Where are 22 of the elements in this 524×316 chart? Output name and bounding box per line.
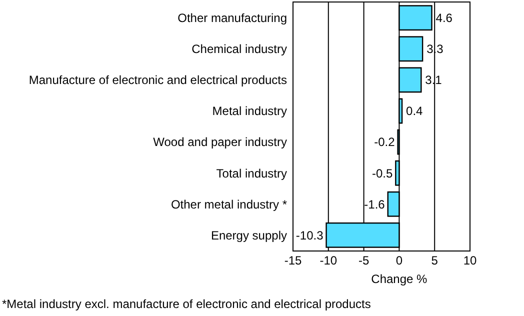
x-tick-label: -5 — [358, 254, 370, 268]
data-label: -0.5 — [372, 166, 393, 180]
y-tick-label: Metal industry — [212, 104, 287, 118]
y-tick-label: Manufacture of electronic and electrical products — [28, 73, 287, 88]
y-tick-label: Chemical industry — [192, 42, 287, 56]
x-tick-label: 10 — [463, 254, 477, 268]
x-axis-title: Change % — [371, 272, 428, 286]
y-tick-label: Wood and paper industry — [153, 135, 287, 150]
x-tick-label: -10 — [320, 254, 338, 268]
data-label: -1.6 — [364, 197, 386, 212]
x-tick-label: 5 — [431, 254, 438, 268]
y-tick-label: Other metal industry * — [170, 197, 288, 212]
y-tick-label: Energy supply — [210, 228, 287, 242]
data-label: -10.3 — [296, 228, 324, 242]
y-tick-label: Total industry — [216, 166, 287, 180]
y-tick-label: Other manufacturing — [178, 11, 287, 26]
text: *Metal industry excl. manufacture of electronic and electrical products — [2, 297, 371, 311]
data-label: -0.2 — [374, 135, 396, 150]
data-label: 4.6 — [436, 11, 453, 26]
x-tick-label: -15 — [284, 254, 302, 268]
x-tick-label: 0 — [396, 254, 403, 268]
data-label: 0.4 — [406, 104, 424, 118]
